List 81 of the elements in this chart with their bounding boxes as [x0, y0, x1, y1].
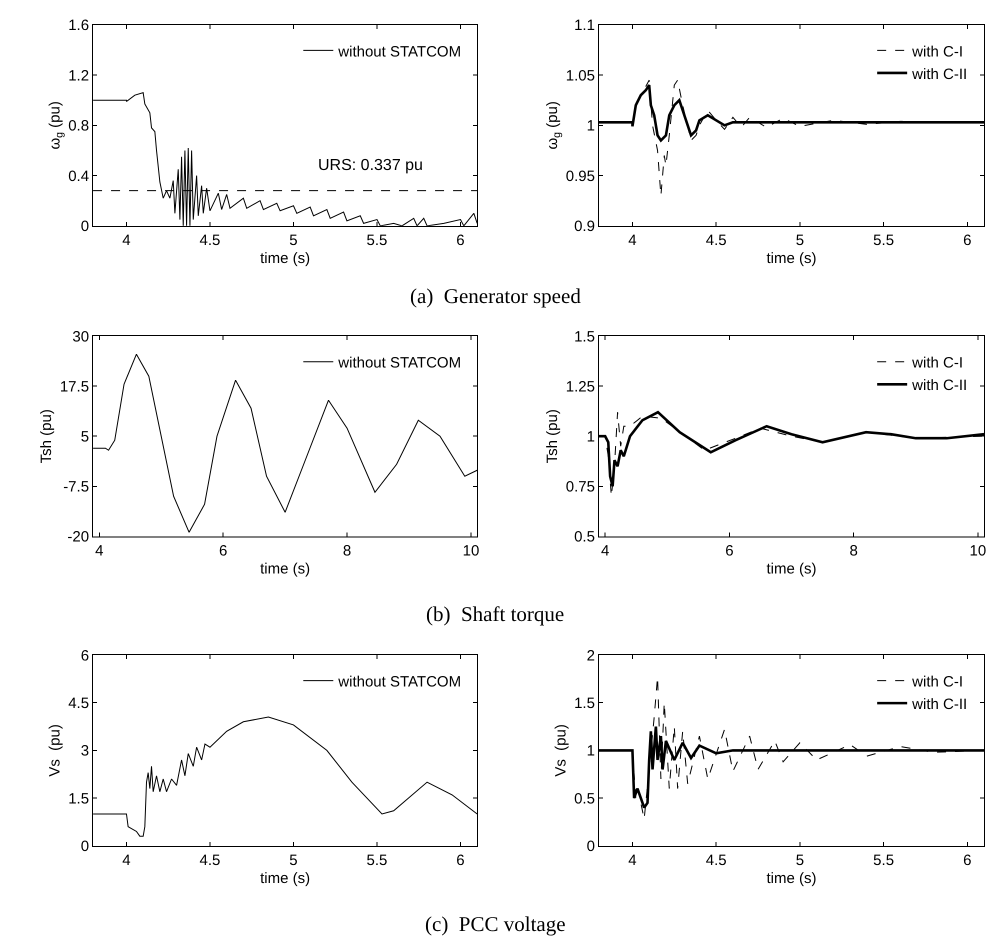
- annotation: URS: 0.337 pu: [318, 157, 423, 174]
- x-tick-label: 4.5: [706, 852, 727, 869]
- legend-label: without STATCOM: [337, 354, 462, 372]
- text: (c) PCC voltage: [425, 912, 566, 936]
- x-tick-label: 6: [725, 542, 734, 560]
- text: (b) Shaft torque: [426, 602, 564, 626]
- x-tick-label: 4: [628, 232, 637, 249]
- y-tick-label: 1: [586, 118, 595, 135]
- y-tick-label: 6: [80, 647, 90, 664]
- legend-label: with C-II: [911, 377, 968, 394]
- x-tick-label: 4: [122, 232, 131, 249]
- y-tick-label: 17.5: [60, 378, 90, 396]
- y-tick-label: 0: [586, 838, 595, 856]
- y-tick-label: 30: [72, 328, 90, 346]
- y-tick-label: 0.9: [574, 218, 595, 236]
- y-tick-label: 1.5: [68, 790, 90, 808]
- y-tick-label: 0.5: [574, 528, 595, 546]
- x-axis-title: time (s): [766, 250, 817, 267]
- legend-label: with C-II: [911, 66, 968, 83]
- y-tick-label: 0.8: [68, 118, 90, 135]
- y-tick-label: 1.2: [68, 67, 90, 84]
- x-tick-label: 5: [796, 852, 804, 869]
- legend-label: without STATCOM: [337, 43, 462, 60]
- y-tick-label: 0: [80, 838, 90, 856]
- y-tick-label: 1: [586, 742, 595, 760]
- y-tick-label: 2: [586, 647, 595, 664]
- x-tick-label: 6: [963, 232, 972, 249]
- x-tick-label: 4: [628, 852, 637, 869]
- x-axis-title: time (s): [260, 250, 310, 267]
- y-axis-title: Vs (pu): [552, 724, 570, 777]
- y-tick-label: 0.5: [574, 790, 595, 808]
- y-tick-label: -20: [67, 528, 90, 546]
- y-axis-title: Tsh (pu): [544, 409, 561, 464]
- legend-label: with C-I: [911, 43, 964, 60]
- x-tick-label: 4: [600, 542, 610, 560]
- x-tick-label: 6: [219, 542, 228, 560]
- x-tick-label: 5: [796, 232, 804, 249]
- y-tick-label: 1.5: [574, 694, 595, 712]
- x-tick-label: 5.5: [873, 232, 894, 249]
- y-tick-label: 1.5: [574, 328, 595, 346]
- y-tick-label: 0.75: [566, 478, 595, 496]
- y-axis-title: Vs (pu): [46, 724, 64, 777]
- legend-label: with C-II: [911, 696, 968, 713]
- x-axis-title: time (s): [766, 560, 817, 578]
- legend-label: with C-I: [911, 354, 964, 372]
- y-tick-label: 0.95: [566, 168, 595, 185]
- y-tick-label: 1.6: [68, 17, 90, 34]
- y-tick-label: 3: [80, 742, 90, 760]
- x-axis-title: time (s): [260, 870, 310, 887]
- y-tick-label: 4.5: [68, 694, 90, 712]
- y-tick-label: 1.05: [566, 67, 595, 84]
- x-tick-label: 8: [849, 542, 858, 560]
- legend-label: without STATCOM: [337, 673, 462, 690]
- y-tick-label: 1.25: [566, 378, 595, 396]
- x-tick-label: 10: [970, 542, 986, 560]
- x-tick-label: 6: [456, 232, 465, 249]
- x-tick-label: 4.5: [200, 232, 220, 249]
- y-tick-label: 5: [80, 428, 90, 446]
- y-tick-label: -7.5: [63, 478, 90, 496]
- y-tick-label: 0.4: [68, 168, 90, 185]
- legend-label: with C-I: [911, 673, 964, 690]
- x-tick-label: 5: [289, 232, 298, 249]
- x-axis-title: time (s): [260, 560, 310, 578]
- y-tick-label: 1: [586, 428, 595, 446]
- x-tick-label: 5.5: [366, 852, 388, 869]
- y-tick-label: 0: [80, 218, 90, 236]
- x-tick-label: 10: [462, 542, 480, 560]
- x-tick-label: 5: [289, 852, 298, 869]
- x-tick-label: 4: [95, 542, 104, 560]
- y-axis-title: Tsh (pu): [38, 409, 56, 464]
- x-tick-label: 6: [963, 852, 972, 869]
- x-tick-label: 4: [122, 852, 131, 869]
- x-tick-label: 5.5: [366, 232, 388, 249]
- x-axis-title: time (s): [766, 870, 817, 887]
- text: (a) Generator speed: [410, 284, 582, 308]
- x-tick-label: 4.5: [200, 852, 220, 869]
- x-tick-label: 4.5: [706, 232, 727, 249]
- x-tick-label: 8: [342, 542, 352, 560]
- y-tick-label: 1.1: [574, 17, 595, 34]
- x-tick-label: 5.5: [873, 852, 894, 869]
- x-tick-label: 6: [456, 852, 465, 869]
